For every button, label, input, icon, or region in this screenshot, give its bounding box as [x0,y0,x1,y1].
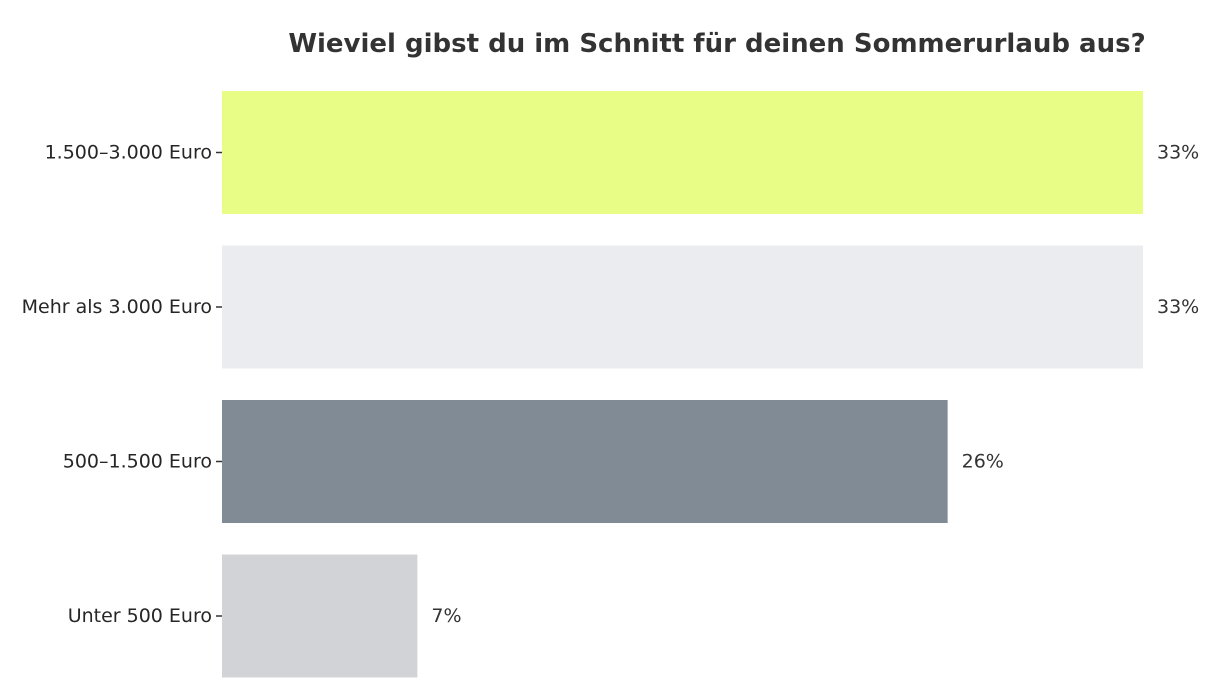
bar-value-label: 33% [1157,296,1199,318]
bar [222,554,418,678]
y-tick-label: Mehr als 3.000 Euro [22,296,212,318]
chart-title: Wieviel gibst du im Schnitt für deinen S… [288,29,1145,59]
y-tick-label: 500–1.500 Euro [63,451,212,473]
bar-value-label: 26% [962,451,1004,473]
y-tick-label: Unter 500 Euro [68,605,212,627]
bar-value-label: 33% [1157,142,1199,164]
bar [222,400,948,523]
bar-value-label: 7% [431,605,461,627]
bar [222,245,1143,369]
bar [222,91,1143,214]
y-tick-label: 1.500–3.000 Euro [45,142,212,164]
bars-group: 1.500–3.000 Euro 33% Mehr als 3.000 Euro 33… [22,91,1199,678]
